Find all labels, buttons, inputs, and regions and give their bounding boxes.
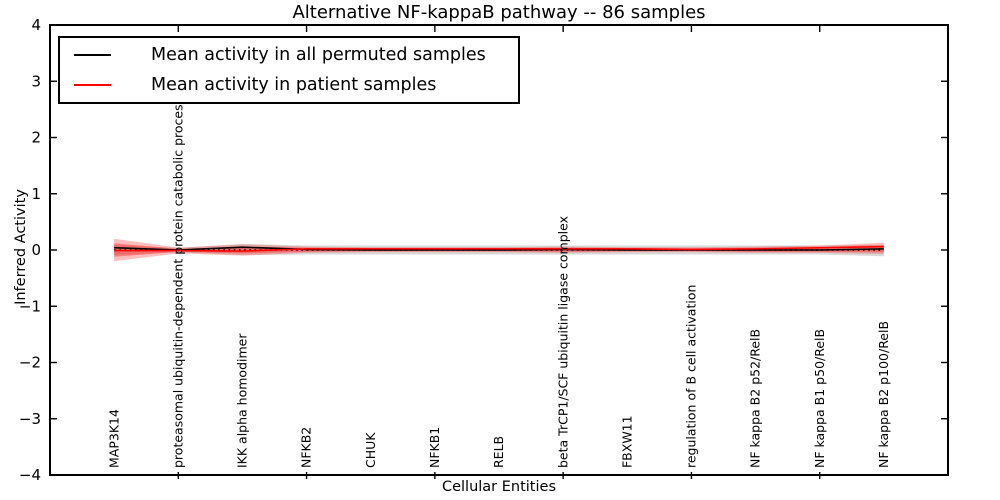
- legend-item-label: Mean activity in patient samples: [151, 75, 437, 95]
- y-axis-label: Inferred Activity: [13, 189, 29, 305]
- x-category-label: RELB: [491, 436, 506, 468]
- chart-title: Alternative NF-kappaB pathway -- 86 samp…: [292, 2, 706, 23]
- y-tick-label: 3: [31, 72, 41, 90]
- legend-item-label: Mean activity in all permuted samples: [151, 45, 486, 65]
- legend-line-sample: [74, 84, 111, 86]
- legend-line-sample: [74, 54, 111, 56]
- y-tick-label: 1: [31, 185, 41, 203]
- legend-box: Mean activity in all permuted samples Mea…: [58, 36, 520, 104]
- x-category-label: regulation of B cell activation: [684, 285, 699, 468]
- x-category-label: NFKB1: [427, 427, 442, 468]
- x-category-label: MAP3K14: [106, 409, 121, 468]
- y-tick-label: −1: [19, 297, 41, 315]
- x-category-label: NF kappa B2 p100/RelB: [876, 321, 891, 468]
- x-category-label: CHUK: [363, 432, 378, 468]
- y-tick-label: −4: [19, 466, 41, 484]
- x-category-label: beta TrCP1/SCF ubiquitin ligase complex: [555, 216, 570, 468]
- x-category-label: IKK alpha homodimer: [235, 333, 250, 468]
- legend-item-patient: Mean activity in patient samples: [60, 72, 518, 98]
- x-category-label: NF kappa B1 p50/RelB: [812, 329, 827, 468]
- x-category-label: NFKB2: [299, 427, 314, 468]
- x-category-label: proteasomal ubiquitin-dependent protein …: [170, 98, 185, 468]
- y-tick-label: 4: [31, 16, 41, 34]
- x-category-label: NF kappa B2 p52/RelB: [748, 329, 763, 468]
- y-tick-label: 2: [31, 129, 41, 147]
- y-tick-label: −3: [19, 410, 41, 428]
- x-axis-label: Cellular Entities: [441, 479, 557, 495]
- x-category-label: FBXW11: [619, 415, 634, 468]
- line-patient-mean: [114, 245, 884, 252]
- legend-item-permuted: Mean activity in all permuted samples: [60, 42, 518, 68]
- y-tick-label: 0: [31, 241, 41, 259]
- y-tick-label: −2: [19, 354, 41, 372]
- line-permuted-mean: [114, 246, 884, 251]
